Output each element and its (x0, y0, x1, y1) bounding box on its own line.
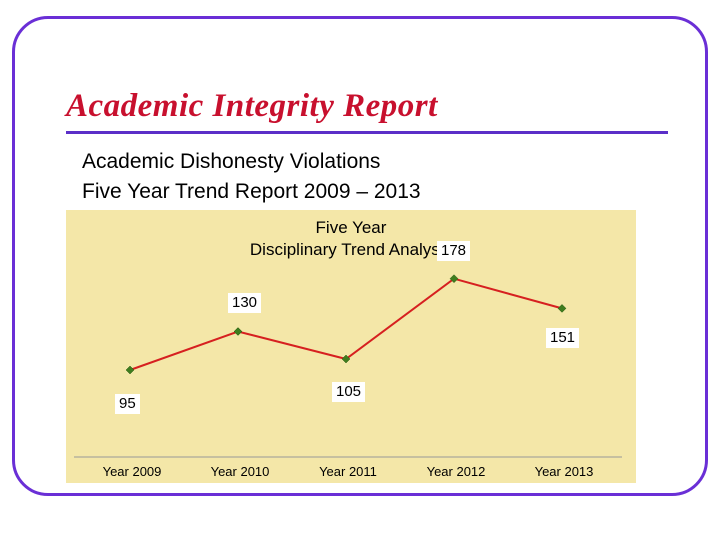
data-point (449, 274, 459, 284)
subtitle-line-1: Academic Dishonesty Violations (82, 150, 381, 173)
x-tick-label: Year 2013 (534, 464, 594, 479)
data-label: 178 (437, 240, 471, 261)
chart-title-line-2: Disciplinary Trend Analysis (249, 240, 453, 259)
chart-plot (74, 274, 622, 458)
x-tick-label: Year 2011 (319, 464, 377, 479)
chart-title-line-1: Five Year (315, 218, 387, 237)
data-point (341, 354, 351, 364)
data-point (233, 327, 243, 336)
slide-frame (12, 16, 708, 496)
title-underline (66, 131, 668, 134)
data-label: 95 (115, 394, 140, 414)
x-tick-label: Year 2010 (210, 464, 270, 479)
subtitle-line-2: Five Year Trend Report 2009 – 2013 (82, 180, 421, 203)
x-tick-label: Year 2012 (426, 464, 486, 479)
data-point (125, 365, 135, 375)
slide-title: Academic Integrity Report (66, 88, 438, 124)
data-label: 105 (332, 382, 366, 402)
data-label: 130 (228, 292, 262, 313)
data-point (557, 304, 567, 313)
x-tick-label: Year 2009 (102, 464, 162, 479)
data-label: 151 (546, 328, 580, 349)
line-chart: Five Year Disciplinary Trend Analysis 95… (66, 210, 636, 483)
